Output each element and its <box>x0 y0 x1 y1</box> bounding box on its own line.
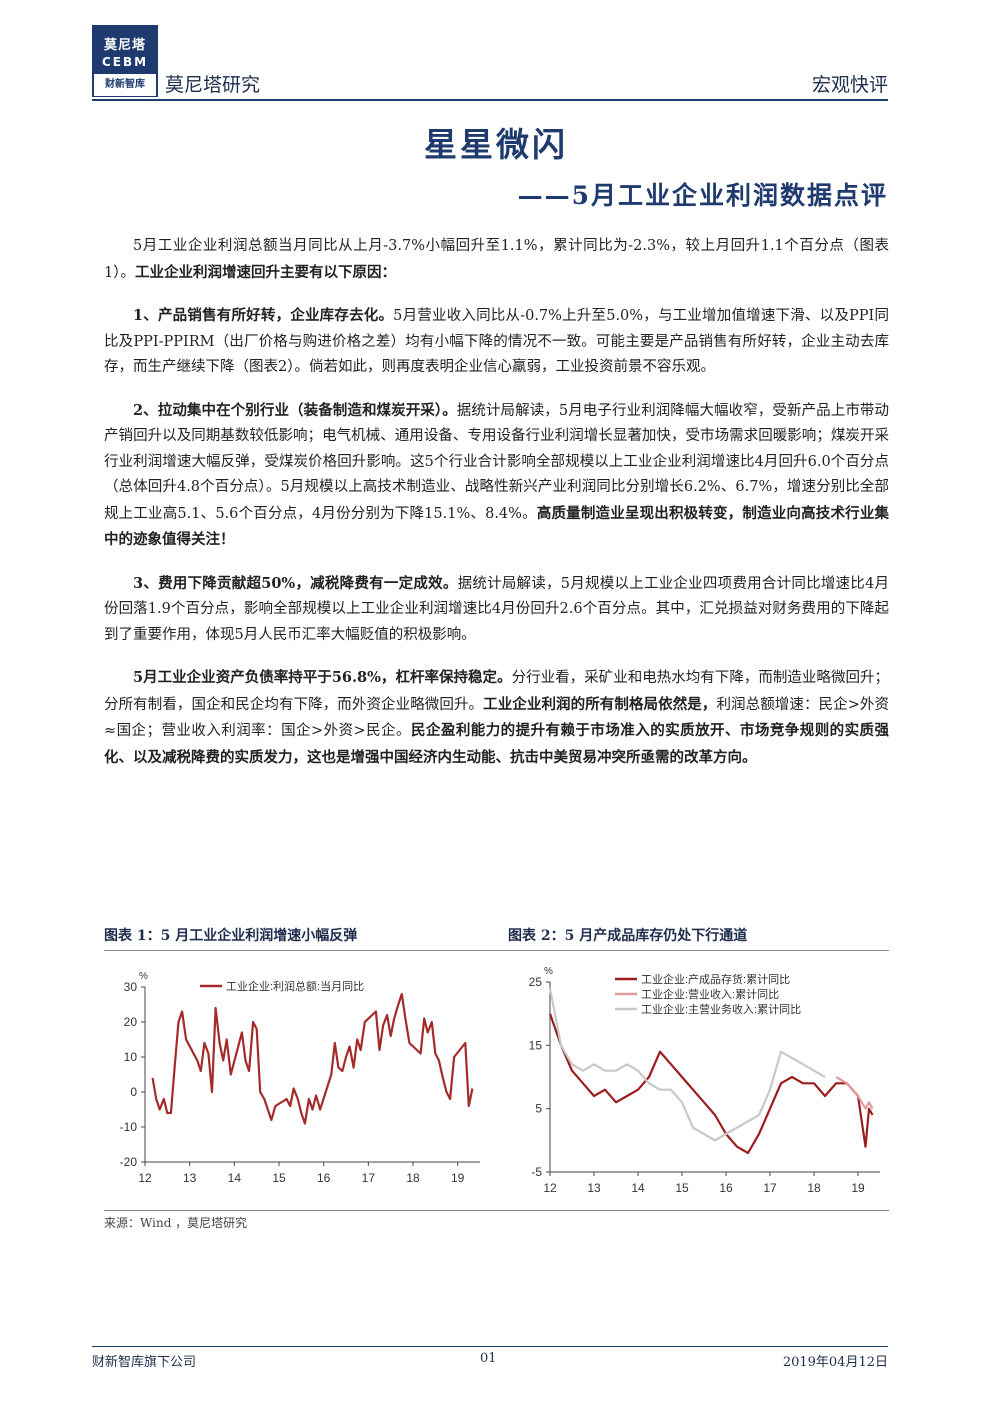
x-tick-label: 15 <box>272 1171 286 1185</box>
series-line-1 <box>151 992 474 1125</box>
y-tick-label: -10 <box>120 1120 138 1134</box>
paragraph-4-text: 据统计局解读，5月规模以上工业企业四项费用合计同比增速比4月份回落1.9个百分点… <box>104 575 890 643</box>
logo-sub-text: 财新智库 <box>94 74 156 96</box>
paragraph-4-heading: 3、费用下降贡献超50%，减税降费有一定成效。 <box>133 574 458 592</box>
x-tick-label: 19 <box>851 1181 865 1195</box>
document-type: 宏观快评 <box>811 74 888 96</box>
legend-label-2: 工业企业:营业收入:累计同比 <box>641 987 779 1001</box>
paragraph-5: 5月工业企业资产负债率持平于56.8%，杠杆率保持稳定。分行业看，采矿业和电热水… <box>104 665 889 771</box>
x-tick-label: 17 <box>362 1171 376 1185</box>
paragraph-3-heading: 2、拉动集中在个别行业（装备制造和煤炭开采）。 <box>133 401 457 419</box>
chart-2: 25 15 5 -5% 12 13 14 15 16 17 18 19 工业企业:产成品存货:累计同比工… <box>529 966 880 1195</box>
paragraph-3-bold: 高质量制造业呈现出积极转变，制造业向高技术行业集中的迹象值得关注！ <box>104 504 890 549</box>
paragraph-2-heading: 1、产品销售有所好转，企业库存去化。 <box>133 307 394 324</box>
x-tick-label: 13 <box>587 1181 601 1195</box>
y-axis-unit-label: % <box>139 971 148 982</box>
y-tick-label: 10 <box>124 1050 138 1064</box>
x-tick-label: 16 <box>317 1171 331 1185</box>
x-tick-label: 14 <box>631 1181 645 1195</box>
figure-bottom-rule <box>104 1210 889 1211</box>
figure-1-title: 图表 1：5 月工业企业利润增速小幅反弹 <box>104 928 358 944</box>
source-note: 来源：Wind ，莫尼塔研究 <box>104 1216 248 1230</box>
y-tick-label: -20 <box>120 1155 138 1169</box>
chart-1: 30 20 10 0 -10 -20% 12 13 14 15 16 17 18 19 工业企业:利润总额:… <box>120 971 480 1185</box>
x-tick-label: 19 <box>451 1171 465 1185</box>
paragraph-4: 3、费用下降贡献超50%，减税降费有一定成效。据统计局解读，5月规模以上工业企业… <box>104 571 889 649</box>
series-line-2 <box>835 1076 874 1110</box>
logo-en-text: CEBM <box>101 55 149 69</box>
x-tick-label: 15 <box>675 1181 689 1195</box>
legend-label-1: 工业企业:产成品存货:累计同比 <box>641 972 790 986</box>
article-body: 5月工业企业利润总额当月同比从上月-3.7%小幅回升至1.1%，累计同比为-2.… <box>104 234 889 788</box>
y-tick-label: 15 <box>529 1038 543 1052</box>
x-tick-label: 18 <box>807 1181 821 1195</box>
x-tick-label: 12 <box>138 1171 152 1185</box>
paragraph-3: 2、拉动集中在个别行业（装备制造和煤炭开采）。据统计局解读，5月电子行业利润降幅… <box>104 398 889 554</box>
page-title: 星星微闪 <box>424 125 568 164</box>
y-axis-unit-label: % <box>544 966 553 977</box>
x-tick-label: 12 <box>543 1181 557 1195</box>
footer-divider <box>92 1346 888 1347</box>
y-tick-label: 20 <box>124 1015 138 1029</box>
figure-top-rule <box>104 950 889 951</box>
y-tick-label: 25 <box>529 975 543 989</box>
paragraph-5-text-2: 利润总额增速：民企>外资≈国企；营业收入利润率：国企>外资>民企。 <box>104 696 890 740</box>
paragraph-1-text: 5月工业企业利润总额当月同比从上月-3.7%小幅回升至1.1%，累计同比为-2.… <box>104 238 889 281</box>
x-tick-label: 13 <box>183 1171 197 1185</box>
footer-date: 2019年04月12日 <box>782 1355 888 1370</box>
logo-cn-text: 莫尼塔 <box>103 38 146 53</box>
x-tick-label: 18 <box>406 1171 420 1185</box>
y-tick-label: 5 <box>535 1102 542 1116</box>
paragraph-5-bold-1: 工业企业利润的所有制格局依然是， <box>483 695 717 713</box>
y-tick-label: 30 <box>124 980 138 994</box>
series-line-1 <box>548 1013 874 1155</box>
paragraph-2: 1、产品销售有所好转，企业库存去化。5月营业收入同比从-0.7%上升至5.0%，… <box>104 303 889 381</box>
brand-name: 莫尼塔研究 <box>165 74 261 96</box>
figure-2-title: 图表 2：5 月产成品库存仍处下行通道 <box>508 928 748 944</box>
page-number: 01 <box>480 1351 497 1366</box>
paragraph-5-heading: 5月工业企业资产负债率持平于56.8%，杠杆率保持稳定。 <box>133 669 512 686</box>
footer-company: 财新智库旗下公司 <box>92 1355 197 1370</box>
y-tick-label: 0 <box>130 1085 137 1099</box>
company-logo: 莫尼塔 CEBM 财新智库 <box>92 25 158 97</box>
paragraph-5-bold-2: 民企盈利能力的提升有赖于市场准入的实质放开、市场竞争规则的实质强化、以及减税降费… <box>104 722 890 766</box>
paragraph-3-text: 据统计局解读，5月电子行业利润降幅大幅收窄，受新产品上市带动产销回升以及同期基数… <box>104 402 889 522</box>
page-subtitle: ——5月工业企业利润数据点评 <box>517 181 888 210</box>
x-tick-label: 17 <box>763 1181 777 1195</box>
y-tick-label: -5 <box>531 1165 542 1179</box>
header-divider <box>92 99 888 101</box>
paragraph-2-text: 5月营业收入同比从-0.7%上升至5.0%，与工业增加值增速下滑、以及PPI同比… <box>104 308 889 375</box>
legend-label-1: 工业企业:利润总额:当月同比 <box>226 979 364 993</box>
legend-label-3: 工业企业:主营业务收入:累计同比 <box>641 1002 801 1016</box>
paragraph-1: 5月工业企业利润总额当月同比从上月-3.7%小幅回升至1.1%，累计同比为-2.… <box>104 234 889 286</box>
series-line-3 <box>548 988 826 1142</box>
x-tick-label: 14 <box>228 1171 242 1185</box>
x-tick-label: 16 <box>719 1181 733 1195</box>
paragraph-1-bold: 工业企业利润增速回升主要有以下原因： <box>134 263 396 281</box>
paragraph-5-text: 分行业看，采矿业和电热水均有下降，而制造业略微回升；分所有制看，国企和民企均有下… <box>104 670 889 713</box>
